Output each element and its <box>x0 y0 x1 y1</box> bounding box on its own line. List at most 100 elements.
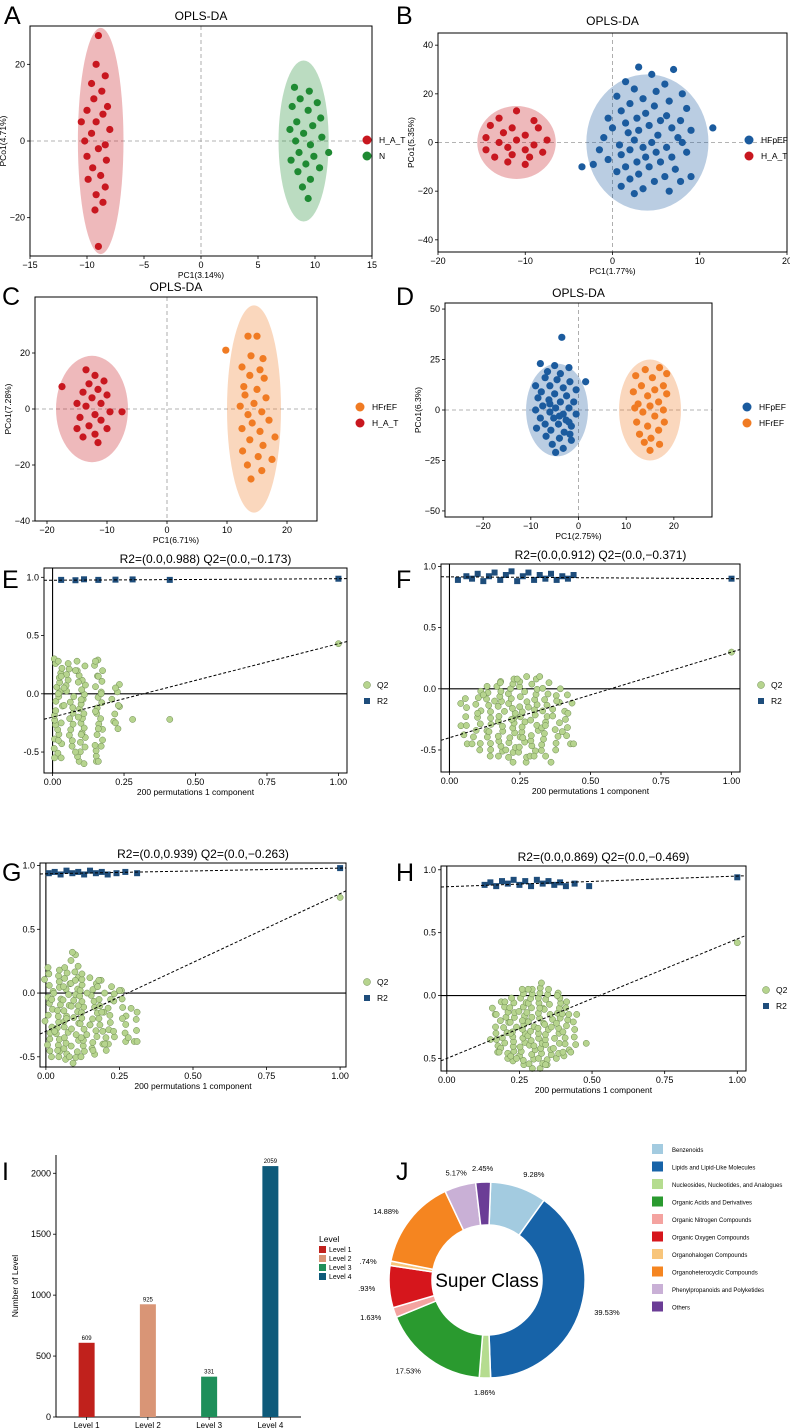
data-point-hfpef <box>613 168 621 176</box>
q2-point <box>570 740 577 748</box>
q2-point <box>77 696 85 703</box>
q2-point <box>463 722 470 729</box>
data-point-hfref <box>644 392 652 400</box>
legend-label-r2: R2 <box>377 993 388 1003</box>
panel-title-G: R2=(0.0,0.939) Q2=(0.0,−0.263) <box>117 847 289 861</box>
slice-percent-label: .74% <box>360 1257 377 1266</box>
q2-point <box>525 703 532 711</box>
data-point-hfpef <box>566 430 574 438</box>
y-axis-label: PCo1(4.71%) <box>0 115 8 166</box>
y-tick-label: 40 <box>423 40 433 50</box>
q2-point <box>122 1021 130 1028</box>
q2-point <box>476 720 484 728</box>
q2-point <box>554 733 562 740</box>
x-tick-label: 0.50 <box>583 1075 601 1085</box>
data-point-n <box>306 175 315 183</box>
q2-point <box>82 681 89 689</box>
x-tick-label: −20 <box>430 256 445 266</box>
data-point-n <box>293 118 301 126</box>
q2-point <box>95 976 103 984</box>
panel-title-C: OPLS-DA <box>150 280 203 294</box>
data-point-hfref <box>655 364 664 372</box>
x-tick-label: 0 <box>198 260 203 270</box>
q2-point <box>54 690 62 698</box>
data-point-hfpef <box>635 126 643 134</box>
r2-point <box>522 878 529 885</box>
data-point-h_a_t <box>508 151 516 159</box>
data-point-hfpef <box>687 126 695 134</box>
q2-point <box>65 665 73 673</box>
r2-point <box>454 576 461 583</box>
r2-point <box>63 867 70 874</box>
q2-point <box>94 983 101 991</box>
data-point-h_a_t <box>81 137 89 145</box>
confidence-ellipse-hfpef <box>586 74 709 211</box>
legend-marker-r2 <box>364 698 370 704</box>
y-tick-label: 1.0 <box>22 861 35 871</box>
data-point-h_a_t <box>85 380 93 388</box>
q2-point <box>492 1023 499 1031</box>
q2-point <box>76 987 84 994</box>
q2-point <box>61 1034 68 1042</box>
data-point-hfpef <box>548 440 556 448</box>
q2-point <box>462 713 470 721</box>
data-point-hfpef <box>531 406 540 414</box>
data-point-hfpef <box>687 172 695 181</box>
q2-point <box>101 1040 109 1048</box>
legend-label-hfref: HFrEF <box>372 402 397 412</box>
r2-point <box>519 573 526 580</box>
q2-point <box>46 1047 54 1055</box>
data-point-hfpef <box>652 87 660 95</box>
legend-swatch <box>652 1214 663 1224</box>
q2-point <box>80 710 88 718</box>
q2-point <box>91 742 99 749</box>
data-point-hfpef <box>678 90 686 98</box>
q2-point <box>94 758 102 765</box>
data-point-hfpef <box>652 148 660 156</box>
q2-point <box>68 1002 75 1010</box>
x-tick-label: Level 4 <box>257 1421 283 1428</box>
q2-point <box>102 1047 110 1054</box>
data-point-n <box>310 152 318 160</box>
y-tick-label: 0.5 <box>423 623 436 633</box>
data-point-h_a_t <box>521 160 529 168</box>
q2-point <box>564 724 571 731</box>
data-point-hfref <box>258 408 266 416</box>
q2-point <box>569 1018 577 1026</box>
q2-point <box>571 1026 579 1033</box>
q2-point <box>516 703 524 711</box>
panel-letter-A: A <box>4 2 21 30</box>
slice-percent-label: 17.53% <box>396 1366 422 1375</box>
q2-point <box>508 994 515 1002</box>
q2-point <box>133 1008 141 1016</box>
data-point-hfpef <box>709 124 717 132</box>
q2-point <box>505 753 512 761</box>
data-point-hfref <box>268 455 276 463</box>
data-point-hfpef <box>621 119 630 127</box>
r2-point <box>508 568 515 575</box>
y-tick-label: −40 <box>418 235 433 245</box>
data-point-hfref <box>240 383 248 391</box>
data-point-hfpef <box>656 158 665 166</box>
legend-label: Organic Acids and Derivatives <box>672 1201 752 1207</box>
q2-point <box>65 991 73 998</box>
data-point-hfpef <box>615 141 624 149</box>
legend-marker-q2 <box>762 986 770 994</box>
r2-point <box>491 569 498 576</box>
data-point-hfpef <box>676 177 685 186</box>
data-point-n <box>304 194 312 203</box>
q2-point <box>516 1043 524 1051</box>
q2-point <box>470 733 477 741</box>
q2-point <box>45 982 53 989</box>
y-tick-label: 1000 <box>31 1290 51 1300</box>
q2-point <box>50 989 58 997</box>
data-point-h_a_t <box>87 129 96 137</box>
q2-point <box>68 737 76 745</box>
data-point-h_a_t <box>73 425 81 433</box>
q2-point <box>57 672 65 680</box>
data-point-hfref <box>259 441 267 449</box>
q2-point <box>541 730 548 737</box>
q2-point <box>563 998 570 1006</box>
q2-point <box>71 976 79 984</box>
data-point-hfref <box>659 382 667 390</box>
